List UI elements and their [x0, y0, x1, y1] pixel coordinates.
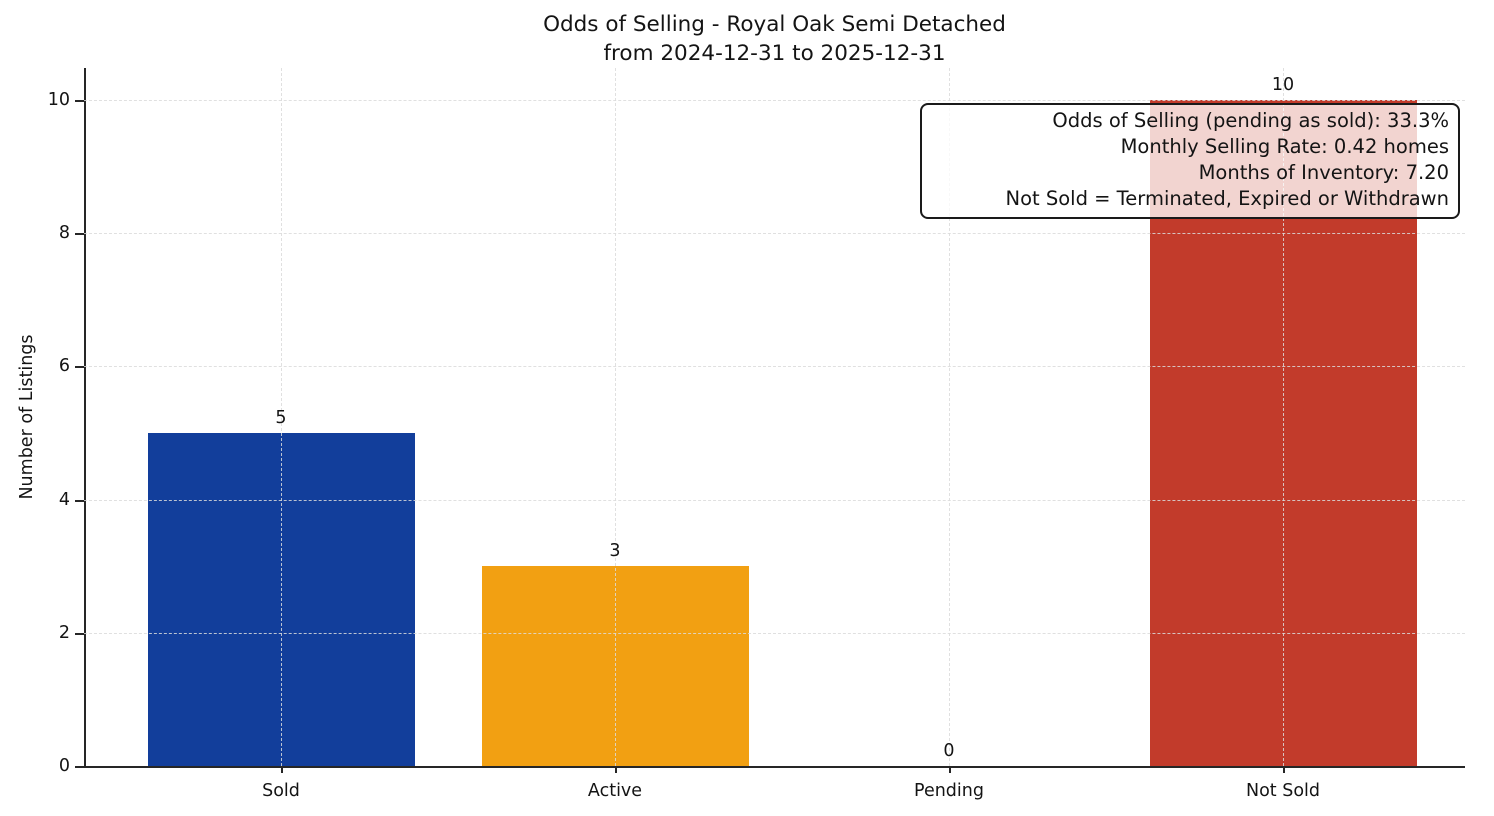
gridline-horizontal — [84, 366, 1465, 368]
gridline-vertical — [281, 68, 282, 766]
x-tick-label-not-sold: Not Sold — [1245, 781, 1320, 801]
gridline-horizontal — [84, 499, 1465, 501]
x-tick-label-pending: Pending — [914, 781, 984, 801]
x-tick-label-sold: Sold — [262, 781, 300, 801]
gridline-vertical — [615, 68, 616, 766]
bar-value-label-pending: 0 — [943, 741, 955, 761]
gridline-horizontal — [84, 632, 1465, 634]
gridline-horizontal — [84, 99, 1465, 101]
y-tick-mark — [75, 99, 84, 102]
annotation-months-of-inventory: Months of Inventory: 7.20 — [1198, 161, 1449, 184]
x-tick-mark — [615, 766, 617, 773]
annotation-monthly-selling-rate: Monthly Selling Rate: 0.42 homes — [1120, 135, 1449, 158]
chart-title-line-1: Odds of Selling - Royal Oak Semi Detache… — [543, 12, 1006, 37]
y-tick-mark — [75, 632, 84, 635]
bar-value-label-sold: 5 — [275, 407, 287, 428]
stats-annotation-box: Odds of Selling (pending as sold): 33.3%… — [920, 103, 1460, 219]
bar-value-label-not-sold: 10 — [1271, 74, 1295, 95]
gridline-vertical — [1283, 68, 1284, 766]
y-tick-label: 0 — [58, 756, 70, 776]
annotation-not-sold-definition: Not Sold = Terminated, Expired or Withdr… — [1005, 187, 1449, 210]
y-tick-label: 10 — [47, 89, 70, 110]
x-tick-label-active: Active — [587, 781, 643, 801]
y-tick-label: 4 — [58, 489, 70, 510]
x-tick-mark — [949, 766, 951, 773]
y-tick-mark — [75, 499, 84, 502]
y-tick-mark — [75, 766, 84, 768]
gridline-horizontal — [84, 233, 1465, 235]
chart-title-line-2: from 2024-12-31 to 2025-12-31 — [603, 40, 946, 66]
x-tick-mark — [1283, 766, 1285, 773]
x-tick-mark — [281, 766, 283, 773]
y-tick-label: 8 — [58, 223, 70, 244]
bar-value-label-active: 3 — [609, 541, 621, 562]
y-tick-label: 2 — [58, 622, 70, 643]
y-tick-label: 6 — [58, 356, 70, 377]
annotation-odds-of-selling: Odds of Selling (pending as sold): 33.3% — [1052, 109, 1449, 132]
y-tick-mark — [75, 366, 84, 369]
plot-area — [84, 68, 1465, 768]
y-tick-mark — [75, 233, 84, 236]
chart-title: Odds of Selling - Royal Oak Semi Detache… — [84, 11, 1465, 68]
gridline-vertical — [949, 68, 950, 766]
